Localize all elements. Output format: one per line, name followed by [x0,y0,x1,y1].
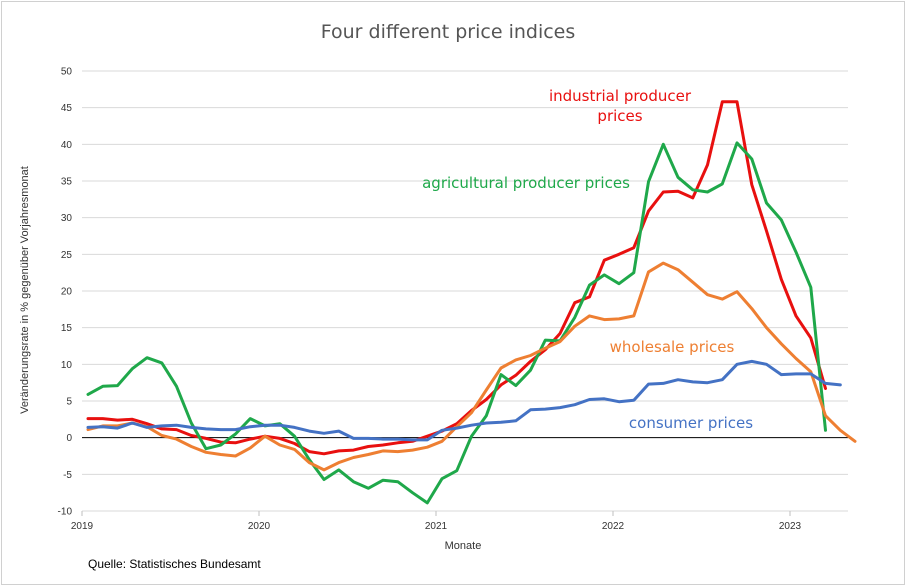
y-tick-label: 45 [61,103,73,114]
x-tick-label: 2021 [425,521,448,532]
series-label-3: consumer prices [629,414,753,432]
series-line-1 [86,141,827,505]
y-tick-labels: -10 -5 0 5 10 15 20 25 30 35 40 45 50 [58,67,73,518]
y-tick-label: 0 [66,433,72,444]
x-tick-labels: 2019 2020 2021 2022 2023 [71,511,802,532]
y-tick-label: 15 [61,323,73,334]
x-tick-label: 2019 [71,521,94,532]
x-tick-label: 2020 [248,521,271,532]
series-labels: industrial producer prices agricultural pr… [422,87,753,432]
y-tick-label: 5 [66,397,72,408]
y-axis-title: Veränderungsrate in % gegenüber Vorjahre… [19,166,31,414]
x-tick-label: 2022 [602,521,625,532]
source-note: Quelle: Statistisches Bundesamt [88,557,261,571]
y-tick-label: 20 [61,287,73,298]
gridlines [82,70,848,512]
y-tick-label: 10 [61,360,73,371]
series-line-3 [86,359,842,442]
series-line-0 [86,100,827,456]
y-tick-label: 40 [61,140,73,151]
series-label-0: prices [597,107,642,125]
y-tick-label: -10 [58,507,73,518]
x-axis-title: Monate [445,540,482,552]
series-lines [86,100,857,505]
y-tick-label: 35 [61,177,73,188]
chart-title: Four different price indices [321,21,576,43]
series-label-0: industrial producer [549,87,692,105]
series-label-1: agricultural producer prices [422,174,630,192]
series-line-2 [86,261,857,472]
series-label-2: wholesale prices [610,338,735,356]
y-tick-label: 25 [61,250,73,261]
y-tick-label: 50 [61,67,73,78]
y-tick-label: 30 [61,213,73,224]
y-tick-label: -5 [63,470,72,481]
x-tick-label: 2023 [779,521,802,532]
